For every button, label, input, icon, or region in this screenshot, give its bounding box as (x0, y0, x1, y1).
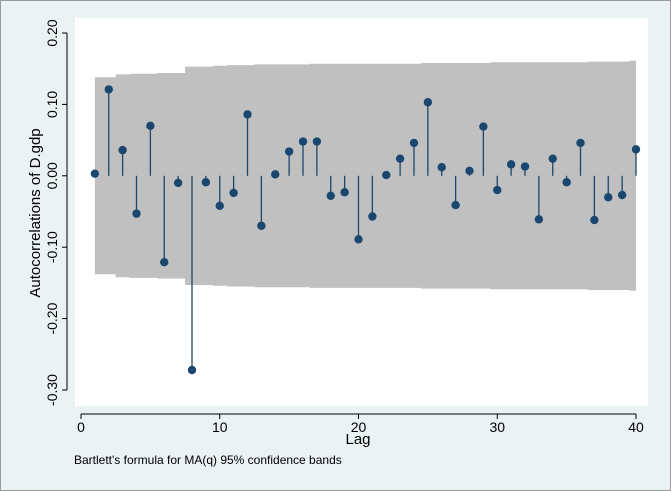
acf-point (506, 160, 516, 169)
acf-point (257, 221, 266, 230)
acf-point (382, 170, 391, 180)
acf-point (284, 147, 294, 156)
chart-note: Bartlett's formula for MA(q) 95% confide… (74, 453, 342, 467)
acf-point (243, 110, 252, 119)
acf-point (590, 215, 599, 225)
acf-point (548, 154, 557, 163)
acf-point (437, 163, 446, 172)
confidence-band-layer (94, 60, 636, 291)
x-tick-label: 30 (489, 419, 505, 435)
acf-point (354, 235, 363, 244)
acf-point (395, 154, 405, 163)
acf-point (229, 188, 238, 198)
acf-point (451, 200, 460, 210)
acf-point (104, 85, 113, 94)
acf-point (479, 122, 488, 131)
acf-point (132, 209, 141, 218)
acf-point (340, 188, 349, 197)
acf-point (409, 138, 419, 148)
acf-point (118, 145, 127, 155)
x-tick-label: 10 (212, 419, 228, 435)
acf-point (173, 178, 183, 188)
y-tick-label: -0.10 (44, 231, 60, 263)
y-axis-title: Autocorrelations of D.gdp (27, 128, 44, 297)
acf-point (576, 138, 585, 148)
acf-point (90, 169, 100, 178)
x-axis-title: Lag (345, 431, 370, 448)
acf-point (493, 185, 502, 195)
x-tick-label: 40 (628, 419, 644, 435)
axes-layer: -0.30 -0.20 -0.10 0.00 0.10 0.20 0 10 20 30 40 (44, 19, 644, 435)
acf-point (520, 162, 530, 171)
acf-point (271, 170, 280, 179)
x-tick-label: 0 (77, 419, 85, 435)
acf-point (534, 215, 544, 224)
acf-point (326, 191, 335, 200)
acf-point (423, 98, 433, 107)
acf-point (604, 193, 613, 202)
acf-point (562, 178, 571, 187)
acf-point (187, 365, 197, 375)
confidence-band (94, 60, 636, 291)
acf-point (631, 145, 641, 154)
acf-point (465, 166, 474, 176)
acf-point (617, 190, 627, 200)
acf-point (312, 137, 322, 146)
y-tick-label: -0.30 (44, 374, 60, 406)
y-tick-label: 0.10 (44, 91, 60, 118)
acf-point (215, 201, 224, 210)
acf-point (160, 257, 169, 267)
y-tick-label: -0.20 (44, 302, 60, 334)
acf-point (201, 178, 211, 187)
y-tick-label: 0.20 (44, 19, 60, 46)
acf-point (146, 121, 155, 131)
stems-layer (90, 85, 641, 375)
acf-point (368, 212, 377, 221)
x-tick-label: 20 (351, 419, 367, 435)
y-tick-label: 0.00 (44, 162, 60, 189)
acf-point (298, 137, 308, 146)
